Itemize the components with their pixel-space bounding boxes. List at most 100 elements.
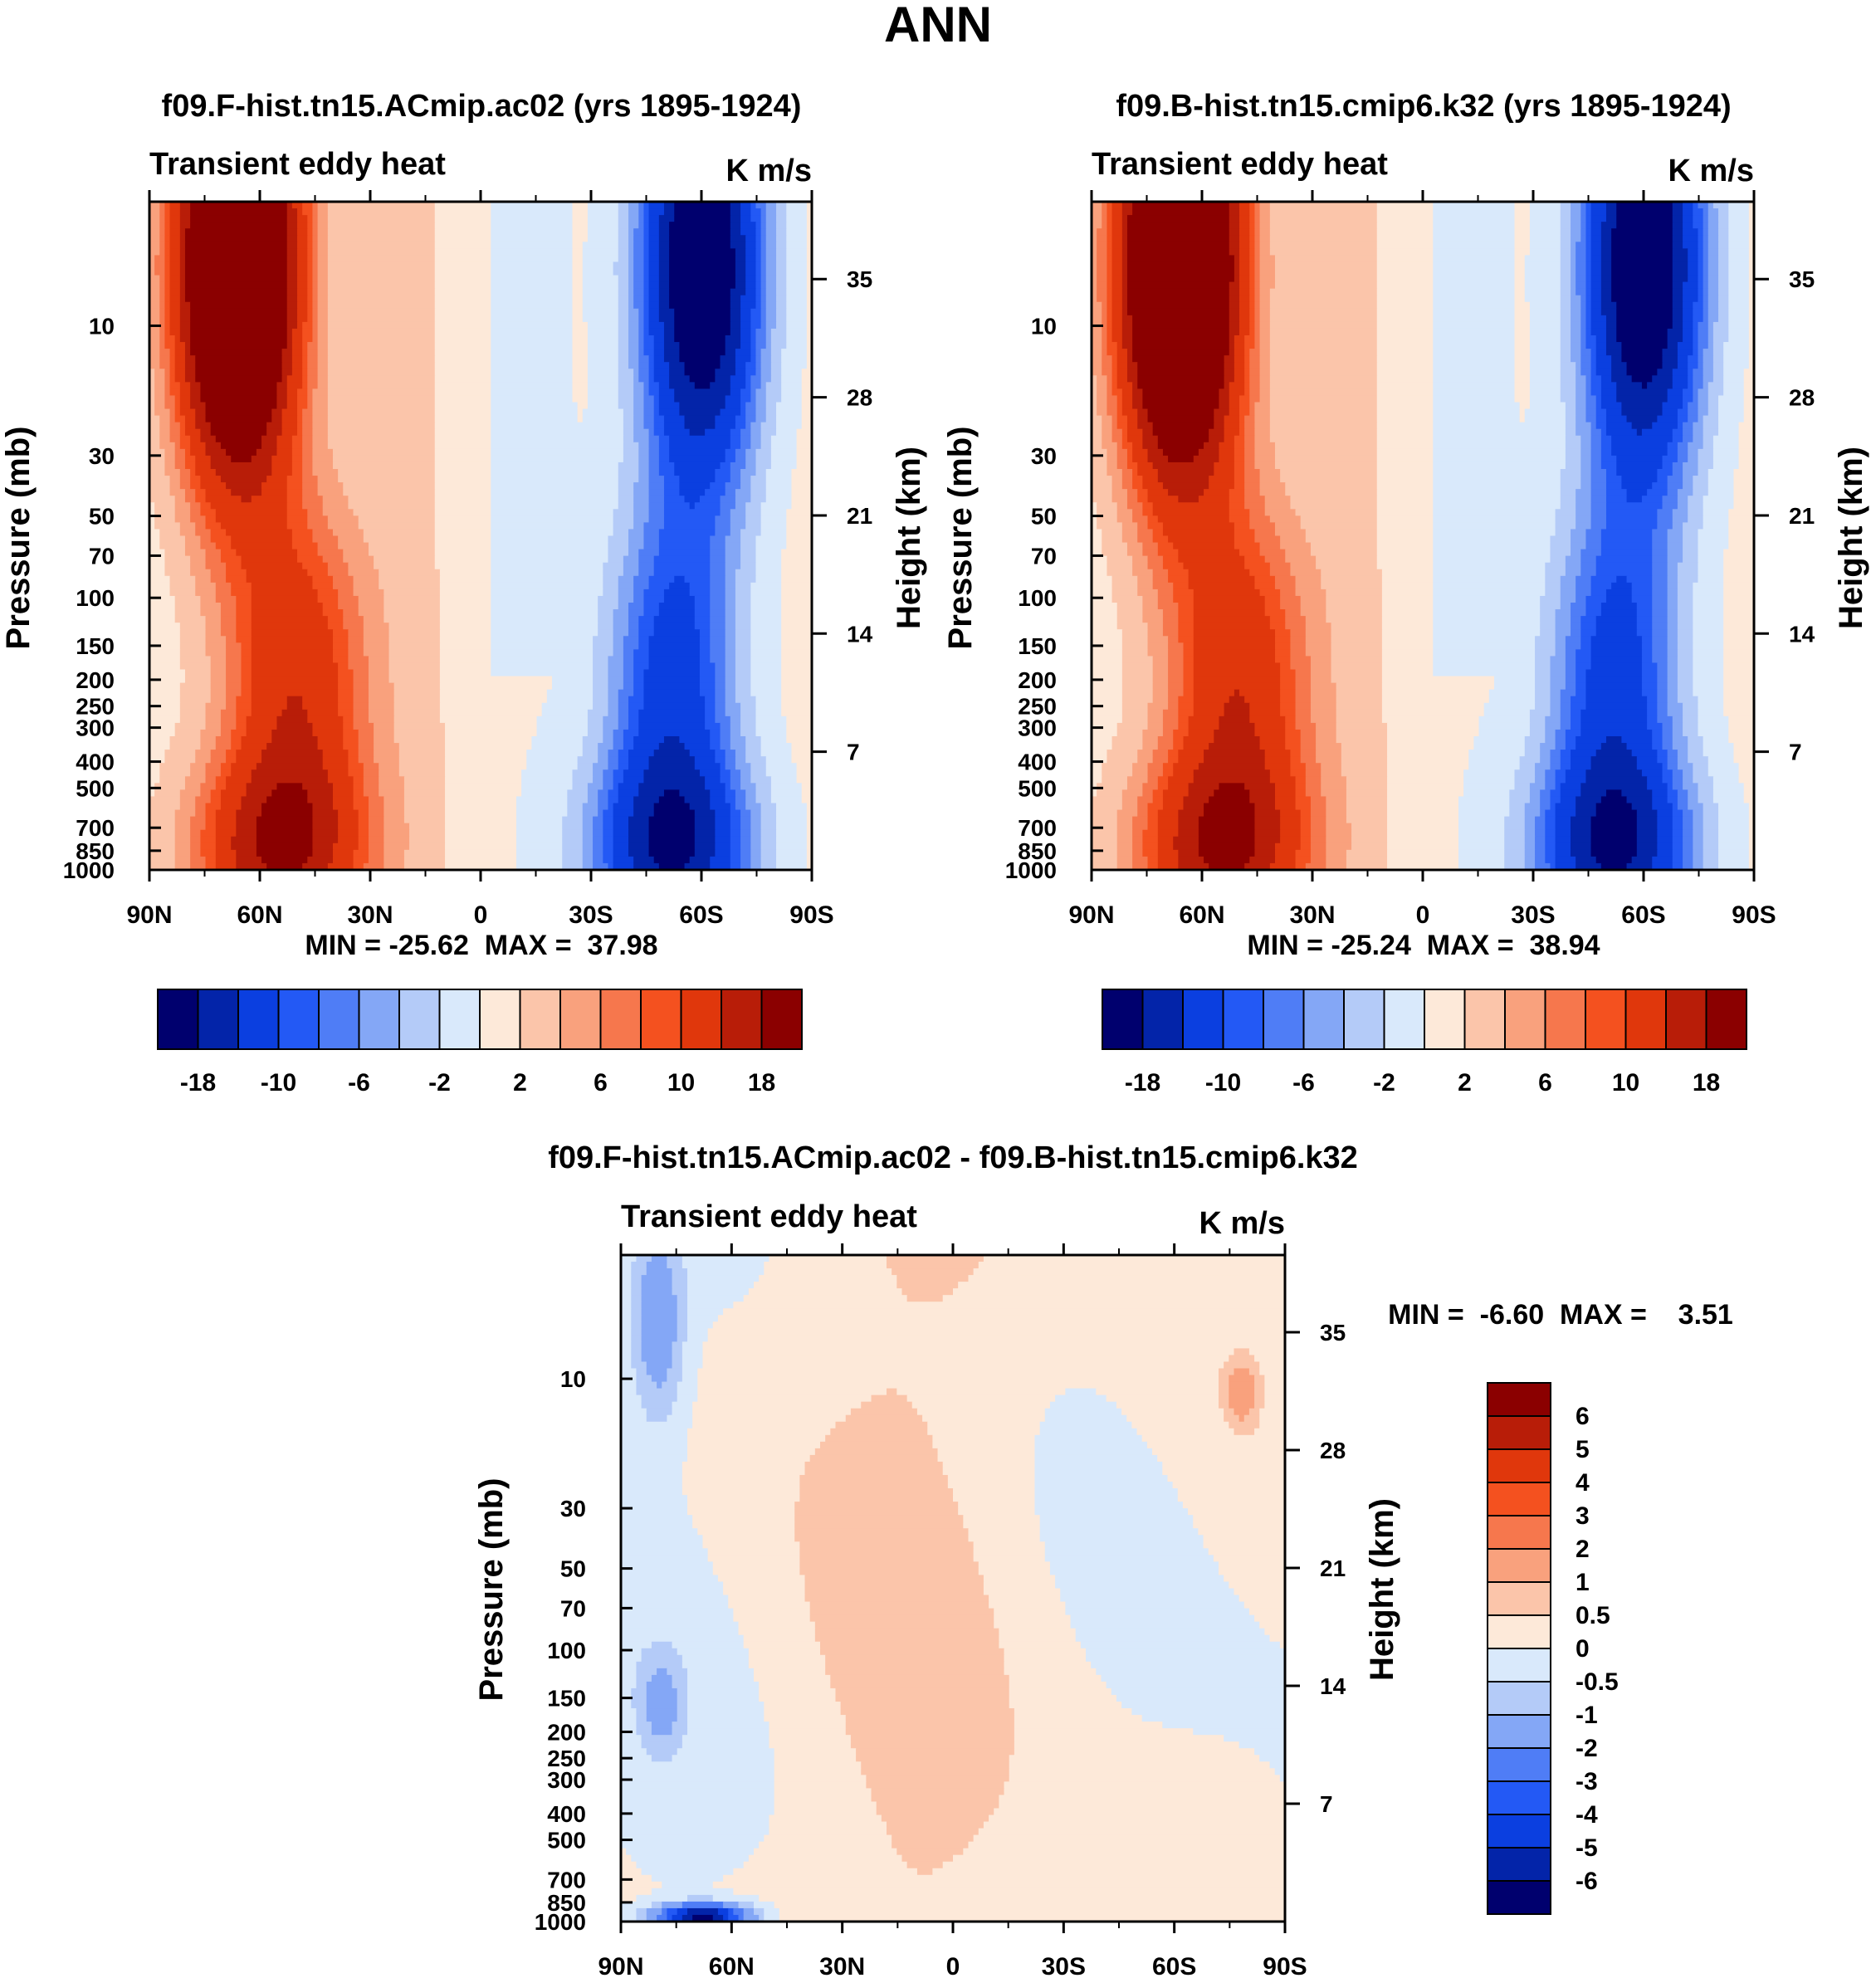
y-tick-label: 100 — [76, 585, 115, 611]
contour-cell — [1576, 388, 1587, 397]
contour-cell — [572, 248, 584, 256]
contour-cell — [1102, 335, 1108, 343]
contour-cell — [1376, 388, 1434, 397]
contour-cell — [220, 763, 232, 770]
contour-cell — [393, 715, 441, 724]
contour-cell — [765, 202, 777, 209]
contour-cell — [236, 609, 252, 617]
contour-cell — [603, 562, 624, 570]
contour-cell — [1723, 636, 1755, 643]
contour-cell — [745, 509, 762, 516]
contour-cell — [1376, 422, 1434, 430]
contour-cell — [618, 315, 629, 323]
contour-cell — [1244, 555, 1266, 564]
contour-cell — [1121, 261, 1128, 270]
contour-cell — [1514, 349, 1531, 356]
contour-cell — [1310, 696, 1337, 704]
contour-cell — [740, 328, 751, 336]
contour-cell — [317, 549, 344, 557]
contour-cell — [710, 542, 726, 550]
contour-cell — [1102, 328, 1108, 336]
contour-cell — [205, 856, 217, 864]
contour-cell — [679, 342, 726, 349]
contour-cell — [1280, 682, 1297, 691]
contour-cell — [1703, 301, 1709, 310]
contour-cell — [725, 789, 736, 798]
contour-cell — [226, 689, 242, 697]
contour-cell — [653, 803, 691, 811]
contour-cell — [1239, 222, 1250, 229]
contour-cell — [251, 623, 329, 630]
contour-cell — [403, 789, 446, 798]
contour-cell — [1647, 382, 1673, 389]
panel-1-contour-field — [149, 202, 813, 871]
contour-cell — [164, 382, 171, 389]
contour-cell — [603, 842, 614, 851]
contour-cell — [781, 395, 803, 403]
contour-cell — [281, 428, 298, 437]
contour-cell — [241, 676, 252, 684]
contour-cell — [730, 743, 746, 750]
contour-cell — [241, 796, 267, 804]
contour-cell — [618, 489, 634, 496]
contour-cell — [1381, 603, 1434, 610]
contour-cell — [1748, 342, 1755, 349]
contour-cell — [1116, 455, 1128, 463]
contour-cell — [658, 609, 696, 617]
contour-cell — [515, 836, 563, 844]
contour-cell — [1590, 208, 1607, 216]
contour-cell — [679, 355, 721, 363]
contour-cell — [261, 856, 308, 864]
contour-cell — [715, 715, 731, 724]
contour-cell — [149, 388, 155, 397]
contour-cell — [776, 202, 787, 209]
contour-cell — [1631, 582, 1653, 590]
contour-cell — [765, 255, 777, 263]
contour-cell — [776, 208, 787, 216]
contour-cell — [1698, 529, 1729, 537]
contour-cell — [770, 328, 787, 336]
contour-cell — [266, 422, 283, 430]
contour-cell — [643, 349, 655, 356]
contour-cell — [1376, 248, 1434, 256]
contour-cell — [745, 369, 757, 376]
contour-cell — [205, 763, 222, 770]
contour-cell — [1605, 515, 1658, 523]
contour-cell — [1326, 589, 1383, 597]
contour-cell — [1092, 743, 1113, 750]
contour-cell — [1433, 288, 1516, 296]
contour-cell — [1239, 549, 1261, 557]
contour-cell — [643, 682, 701, 691]
contour-cell — [806, 342, 813, 349]
contour-cell — [1683, 428, 1693, 437]
contour-cell — [393, 729, 446, 737]
contour-cell — [195, 469, 217, 476]
contour-cell — [1280, 689, 1297, 697]
contour-cell — [1274, 529, 1307, 537]
contour-cell — [643, 335, 655, 343]
contour-cell — [491, 335, 574, 343]
contour-cell — [730, 375, 746, 383]
contour-cell — [765, 476, 793, 483]
contour-cell — [1097, 235, 1108, 242]
contour-cell — [1571, 242, 1576, 249]
contour-cell — [1331, 656, 1383, 664]
contour-cell — [587, 328, 619, 336]
contour-cell — [562, 829, 584, 838]
contour-cell — [745, 462, 757, 470]
contour-cell — [1672, 268, 1688, 276]
contour-cell — [760, 509, 787, 516]
contour-cell — [1376, 535, 1434, 544]
contour-cell — [1733, 489, 1755, 496]
contour-cell — [669, 448, 726, 457]
contour-cell — [643, 242, 650, 249]
contour-cell — [730, 803, 736, 811]
contour-cell — [220, 729, 232, 737]
contour-cell — [1107, 408, 1118, 417]
contour-cell — [286, 235, 298, 242]
contour-cell — [1137, 369, 1225, 376]
contour-cell — [1102, 535, 1123, 544]
contour-cell — [725, 616, 736, 623]
contour-cell — [1269, 295, 1378, 303]
contour-cell — [215, 809, 237, 818]
